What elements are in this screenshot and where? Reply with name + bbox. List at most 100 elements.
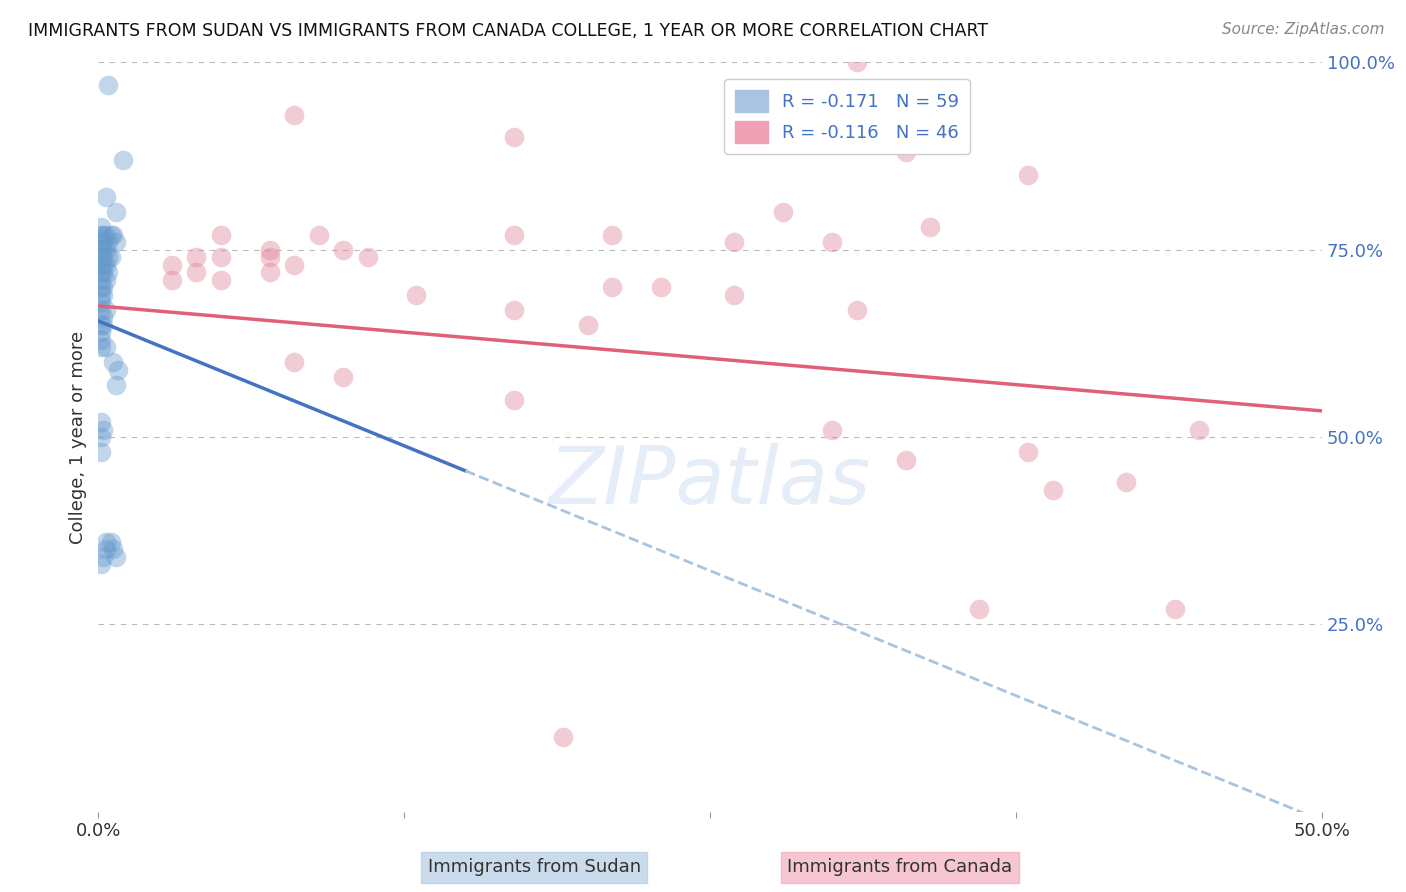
Point	[772, 205, 794, 219]
Point	[553, 730, 575, 744]
Point	[100, 227, 122, 242]
Point	[160, 273, 183, 287]
Legend: R = -0.171   N = 59, R = -0.116   N = 46: R = -0.171 N = 59, R = -0.116 N = 46	[724, 79, 970, 153]
Point	[90, 333, 112, 347]
Point	[186, 250, 208, 264]
Point	[186, 265, 208, 279]
Point	[90, 250, 112, 264]
Point	[821, 235, 844, 250]
Point	[405, 287, 427, 301]
Point	[259, 265, 281, 279]
Point	[308, 227, 330, 242]
Text: Source: ZipAtlas.com: Source: ZipAtlas.com	[1222, 22, 1385, 37]
Point	[91, 287, 114, 301]
Point	[283, 355, 305, 369]
Point	[94, 542, 117, 557]
Point	[90, 227, 112, 242]
Point	[90, 273, 112, 287]
Point	[97, 78, 120, 92]
Point	[90, 445, 112, 459]
Text: IMMIGRANTS FROM SUDAN VS IMMIGRANTS FROM CANADA COLLEGE, 1 YEAR OR MORE CORRELAT: IMMIGRANTS FROM SUDAN VS IMMIGRANTS FROM…	[28, 22, 988, 40]
Point	[91, 280, 114, 294]
Point	[90, 235, 112, 250]
Point	[209, 273, 232, 287]
Point	[90, 280, 112, 294]
Point	[821, 423, 844, 437]
Point	[90, 558, 112, 572]
Point	[91, 318, 114, 332]
Point	[97, 265, 120, 279]
Point	[91, 265, 114, 279]
Point	[503, 392, 526, 407]
Point	[1115, 475, 1137, 489]
Point	[503, 227, 526, 242]
Text: ZIPatlas: ZIPatlas	[548, 443, 872, 521]
Point	[259, 250, 281, 264]
Point	[97, 235, 120, 250]
Point	[100, 250, 122, 264]
Point	[600, 280, 623, 294]
Point	[90, 430, 112, 444]
Point	[503, 302, 526, 317]
Point	[356, 250, 378, 264]
Point	[94, 190, 117, 204]
Point	[920, 220, 942, 235]
Point	[209, 227, 232, 242]
Point	[503, 130, 526, 145]
Point	[90, 302, 112, 317]
Point	[104, 205, 127, 219]
Point	[160, 258, 183, 272]
Point	[90, 287, 112, 301]
Point	[723, 235, 745, 250]
Point	[90, 325, 112, 339]
Point	[104, 549, 127, 564]
Point	[90, 340, 112, 354]
Point	[1042, 483, 1064, 497]
Point	[91, 235, 114, 250]
Point	[94, 227, 117, 242]
Point	[209, 250, 232, 264]
Point	[650, 280, 672, 294]
Point	[94, 273, 117, 287]
Point	[100, 535, 122, 549]
Point	[111, 153, 134, 167]
Point	[283, 258, 305, 272]
Point	[107, 362, 129, 376]
Point	[90, 220, 112, 235]
Y-axis label: College, 1 year or more: College, 1 year or more	[69, 331, 87, 543]
Point	[723, 287, 745, 301]
Point	[1164, 602, 1187, 616]
Point	[845, 55, 868, 70]
Point	[91, 243, 114, 257]
Point	[967, 602, 990, 616]
Point	[104, 235, 127, 250]
Point	[97, 250, 120, 264]
Text: Immigrants from Canada: Immigrants from Canada	[787, 858, 1012, 876]
Point	[894, 145, 917, 160]
Point	[104, 377, 127, 392]
Point	[576, 318, 599, 332]
Point	[283, 108, 305, 122]
Point	[90, 258, 112, 272]
Point	[91, 549, 114, 564]
Point	[91, 258, 114, 272]
Point	[91, 227, 114, 242]
Point	[94, 258, 117, 272]
Point	[332, 370, 354, 384]
Point	[332, 243, 354, 257]
Point	[90, 415, 112, 429]
Point	[600, 227, 623, 242]
Point	[91, 250, 114, 264]
Point	[101, 227, 124, 242]
Point	[90, 295, 112, 310]
Point	[1188, 423, 1211, 437]
Point	[90, 265, 112, 279]
Point	[91, 423, 114, 437]
Point	[94, 243, 117, 257]
Point	[101, 542, 124, 557]
Point	[894, 452, 917, 467]
Point	[845, 302, 868, 317]
Point	[259, 243, 281, 257]
Point	[91, 310, 114, 325]
Point	[1017, 445, 1039, 459]
